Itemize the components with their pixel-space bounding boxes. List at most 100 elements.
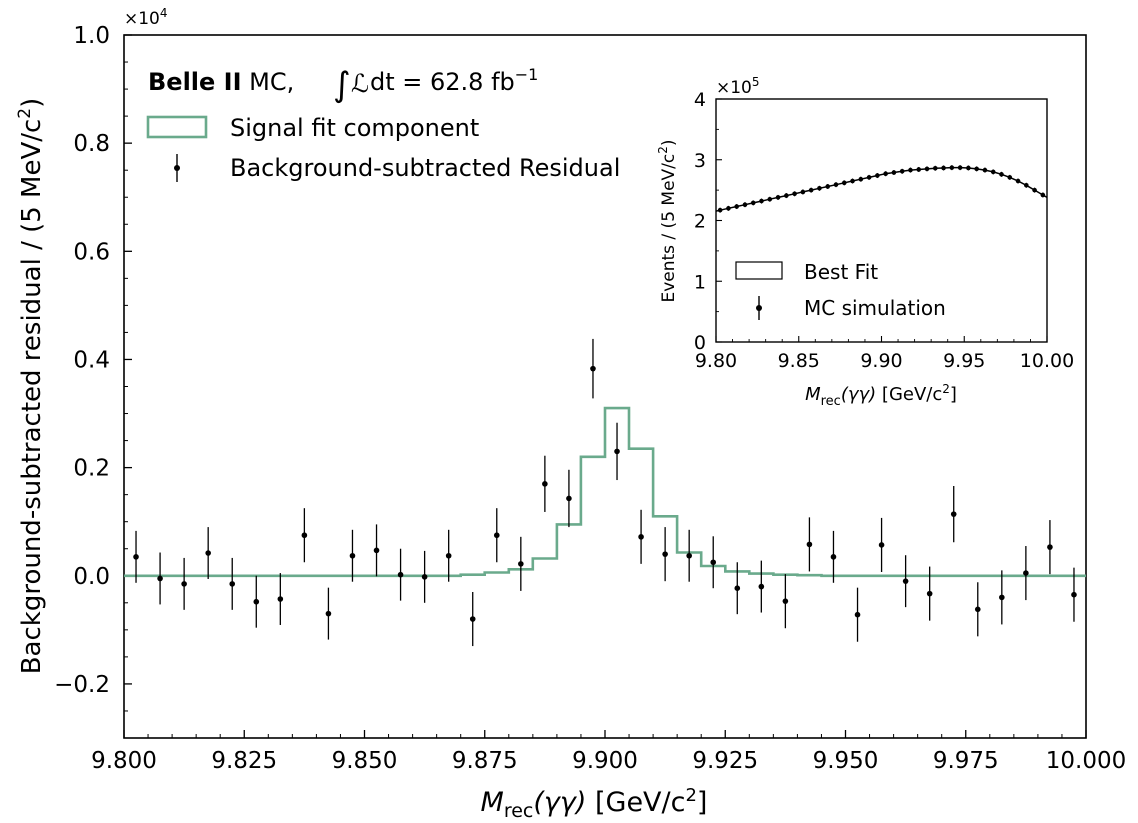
main-x-tick-label: 9.900 bbox=[572, 748, 638, 774]
legend-label-residual: Background-subtracted Residual bbox=[230, 154, 620, 182]
inset-mc-point bbox=[990, 169, 996, 175]
residual-point bbox=[734, 585, 741, 592]
inset-mc-point bbox=[800, 189, 806, 195]
residual-point bbox=[253, 598, 260, 605]
residual-point bbox=[974, 606, 981, 613]
main-y-tick-label: 0.4 bbox=[73, 347, 110, 373]
residual-point bbox=[518, 561, 524, 567]
inset-mc-point bbox=[775, 195, 781, 200]
inset-x-tick-label: 10.00 bbox=[1020, 350, 1074, 372]
main-y-tick-label: 0.0 bbox=[73, 564, 110, 590]
inset-mc-point bbox=[833, 182, 839, 187]
residual-point bbox=[205, 550, 211, 556]
inset-mc-point bbox=[1024, 182, 1029, 188]
residual-point bbox=[830, 554, 837, 560]
inset-mc-point bbox=[759, 198, 764, 204]
main-y-tick-label: 0.8 bbox=[73, 131, 110, 157]
residual-point bbox=[445, 552, 452, 559]
inset-mc-point bbox=[941, 165, 946, 171]
residual-point bbox=[638, 534, 644, 540]
main-x-tick-label: 9.875 bbox=[452, 748, 518, 774]
residual-point bbox=[542, 481, 548, 487]
legend-swatch-residual-marker bbox=[174, 165, 180, 171]
integral-symbol: ∫ bbox=[333, 65, 351, 105]
main-x-tick-label: 9.825 bbox=[211, 748, 277, 774]
inset-mc-point bbox=[726, 206, 731, 211]
residual-point bbox=[1023, 570, 1029, 576]
main-y-tick-label: 1.0 bbox=[73, 23, 110, 49]
inset-mc-point bbox=[792, 191, 797, 197]
legend-swatch-signal bbox=[146, 115, 208, 139]
inset-mc-point bbox=[924, 166, 930, 172]
main-x-tick-label: 9.800 bbox=[91, 748, 157, 774]
inset-mc-point bbox=[891, 170, 897, 175]
residual-point bbox=[373, 547, 380, 554]
residual-point bbox=[277, 596, 284, 602]
main-x-tick-label: 10.000 bbox=[1046, 748, 1126, 774]
inset-x-tick-label: 9.85 bbox=[778, 350, 820, 372]
inset-mc-point bbox=[866, 175, 872, 180]
inset-y-tick-label: 1 bbox=[694, 271, 706, 293]
inset-legend-swatch-fit bbox=[735, 261, 783, 280]
inset-x-tick-label: 9.90 bbox=[860, 350, 902, 372]
inset-mc-point bbox=[808, 187, 814, 193]
residual-point bbox=[999, 594, 1005, 601]
residual-point bbox=[1047, 544, 1053, 550]
main-x-tick-label: 9.975 bbox=[933, 748, 999, 774]
inset-mc-point bbox=[850, 178, 855, 184]
inset-plot-frame bbox=[715, 98, 1048, 343]
inset-mc-point bbox=[966, 165, 971, 171]
main-x-tick-label: 9.850 bbox=[332, 748, 398, 774]
residual-point bbox=[1071, 591, 1077, 598]
inset-mc-point bbox=[841, 180, 847, 186]
inset-y-tick-label: 4 bbox=[694, 89, 706, 111]
inset-mc-point bbox=[875, 173, 880, 178]
inset-x-ticks: 9.80 9.85 9.90 9.95 10.00 bbox=[695, 336, 1074, 372]
inset-mc-point bbox=[750, 200, 756, 206]
inset-mc-point bbox=[734, 204, 739, 209]
inset-y-multiplier: ×105 bbox=[716, 75, 760, 98]
main-x-axis-label: Mrec(γγ) [GeV/c2] bbox=[481, 785, 708, 822]
signal-fit-step-line bbox=[124, 406, 1086, 578]
inset-mc-point bbox=[908, 167, 913, 173]
inset-mc-point bbox=[817, 186, 822, 191]
inset-mc-point bbox=[957, 165, 963, 170]
residual-point bbox=[181, 581, 187, 587]
residual-point bbox=[782, 598, 789, 604]
inset-x-axis-label: Mrec(γγ) [GeV/c2] bbox=[805, 382, 957, 409]
inset-mc-point bbox=[1015, 178, 1021, 184]
residual-point bbox=[806, 541, 813, 548]
luminosity-annotation: dt = 62.8 fb−1 bbox=[370, 65, 538, 96]
residual-point bbox=[397, 571, 404, 578]
inset-mc-point bbox=[825, 184, 831, 189]
residual-point bbox=[854, 611, 861, 618]
inset-mc-point bbox=[858, 176, 864, 182]
inset-mc-point bbox=[1032, 187, 1037, 193]
residual-point bbox=[493, 532, 500, 539]
residual-point bbox=[133, 554, 139, 560]
inset-mc-point bbox=[916, 167, 922, 172]
residual-point bbox=[325, 610, 332, 617]
main-x-tick-label: 9.950 bbox=[813, 748, 879, 774]
main-x-ticks: 9.800 9.825 9.850 9.875 9.900 9.925 9.950 9.975… bbox=[91, 730, 1126, 774]
legend-label-signal: Signal fit component bbox=[230, 114, 479, 142]
luminosity-symbol: ℒ bbox=[351, 69, 369, 98]
inset-mc-point bbox=[883, 171, 888, 177]
residual-point bbox=[878, 542, 885, 548]
residual-point bbox=[421, 574, 428, 580]
inset-mc-point bbox=[1040, 192, 1046, 198]
inset-legend-label-fit: Best Fit bbox=[804, 260, 878, 284]
residual-point bbox=[950, 511, 957, 517]
inset-data-marks bbox=[715, 165, 1048, 213]
residual-point bbox=[662, 551, 668, 557]
residual-point bbox=[614, 448, 620, 455]
main-data-marks bbox=[124, 338, 1086, 647]
main-y-tick-label: −0.2 bbox=[54, 672, 110, 698]
residual-point bbox=[229, 581, 236, 587]
main-x-tick-label: 9.925 bbox=[692, 748, 758, 774]
inset-mc-point bbox=[999, 172, 1004, 177]
inset-chart: 9.80 9.85 9.90 9.95 10.00 0 1 2 3 4 ×105 Mrec(γγ… bbox=[656, 75, 1074, 409]
residual-point bbox=[349, 552, 356, 559]
residual-point bbox=[710, 559, 717, 566]
